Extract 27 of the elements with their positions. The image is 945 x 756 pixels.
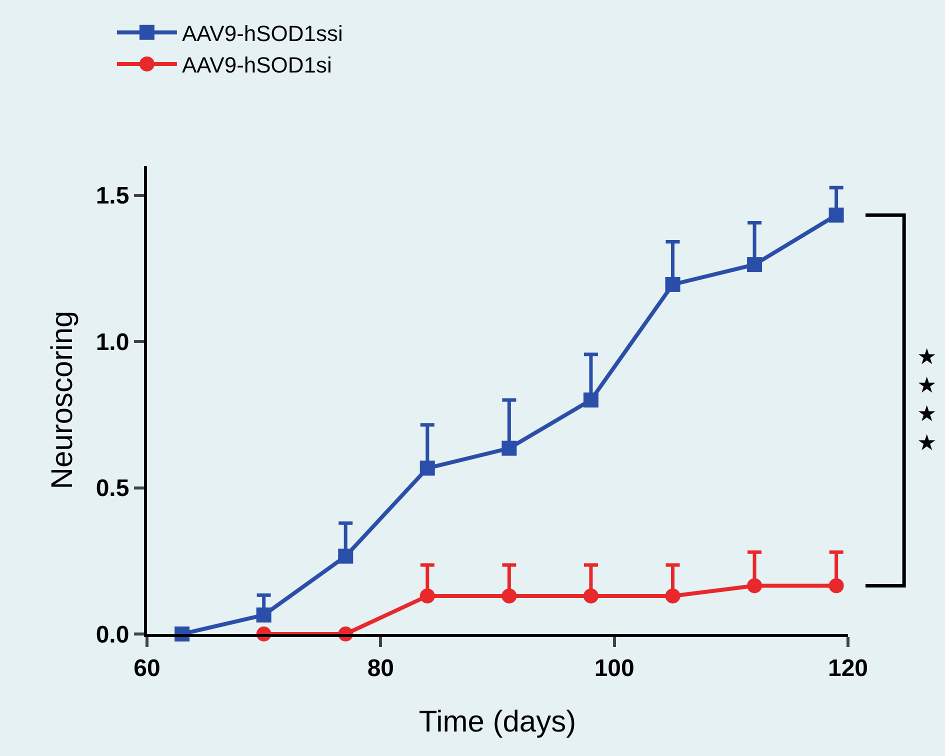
point [828,208,844,223]
y-tick-label: 0.5 [96,475,130,502]
x-tick-label: 100 [594,654,634,682]
x-tick-label: 120 [828,654,868,682]
point [420,460,435,476]
text: ★★★★ [917,345,937,456]
x-tick-label: 60 [134,654,160,682]
y-tick-label: 1.0 [96,328,130,356]
point [665,588,680,604]
point [256,607,272,622]
x-tick-label: 80 [367,654,394,682]
point [583,588,598,604]
point [747,257,762,272]
point [665,276,680,292]
y-axis-title: Neuroscoring [46,310,79,490]
x-axis-title: Time (days) [418,705,576,738]
point [828,578,844,594]
point [502,588,517,604]
point [502,440,517,456]
point [420,588,435,604]
legend-label: AAV9-hSOD1si [182,52,332,78]
point [747,578,762,594]
y-tick-label: 1.5 [96,182,130,210]
legend-label: AAV9-hSOD1ssi [182,20,343,46]
point [338,548,354,564]
y-tick-label: 0.0 [96,621,130,648]
point [583,392,598,408]
